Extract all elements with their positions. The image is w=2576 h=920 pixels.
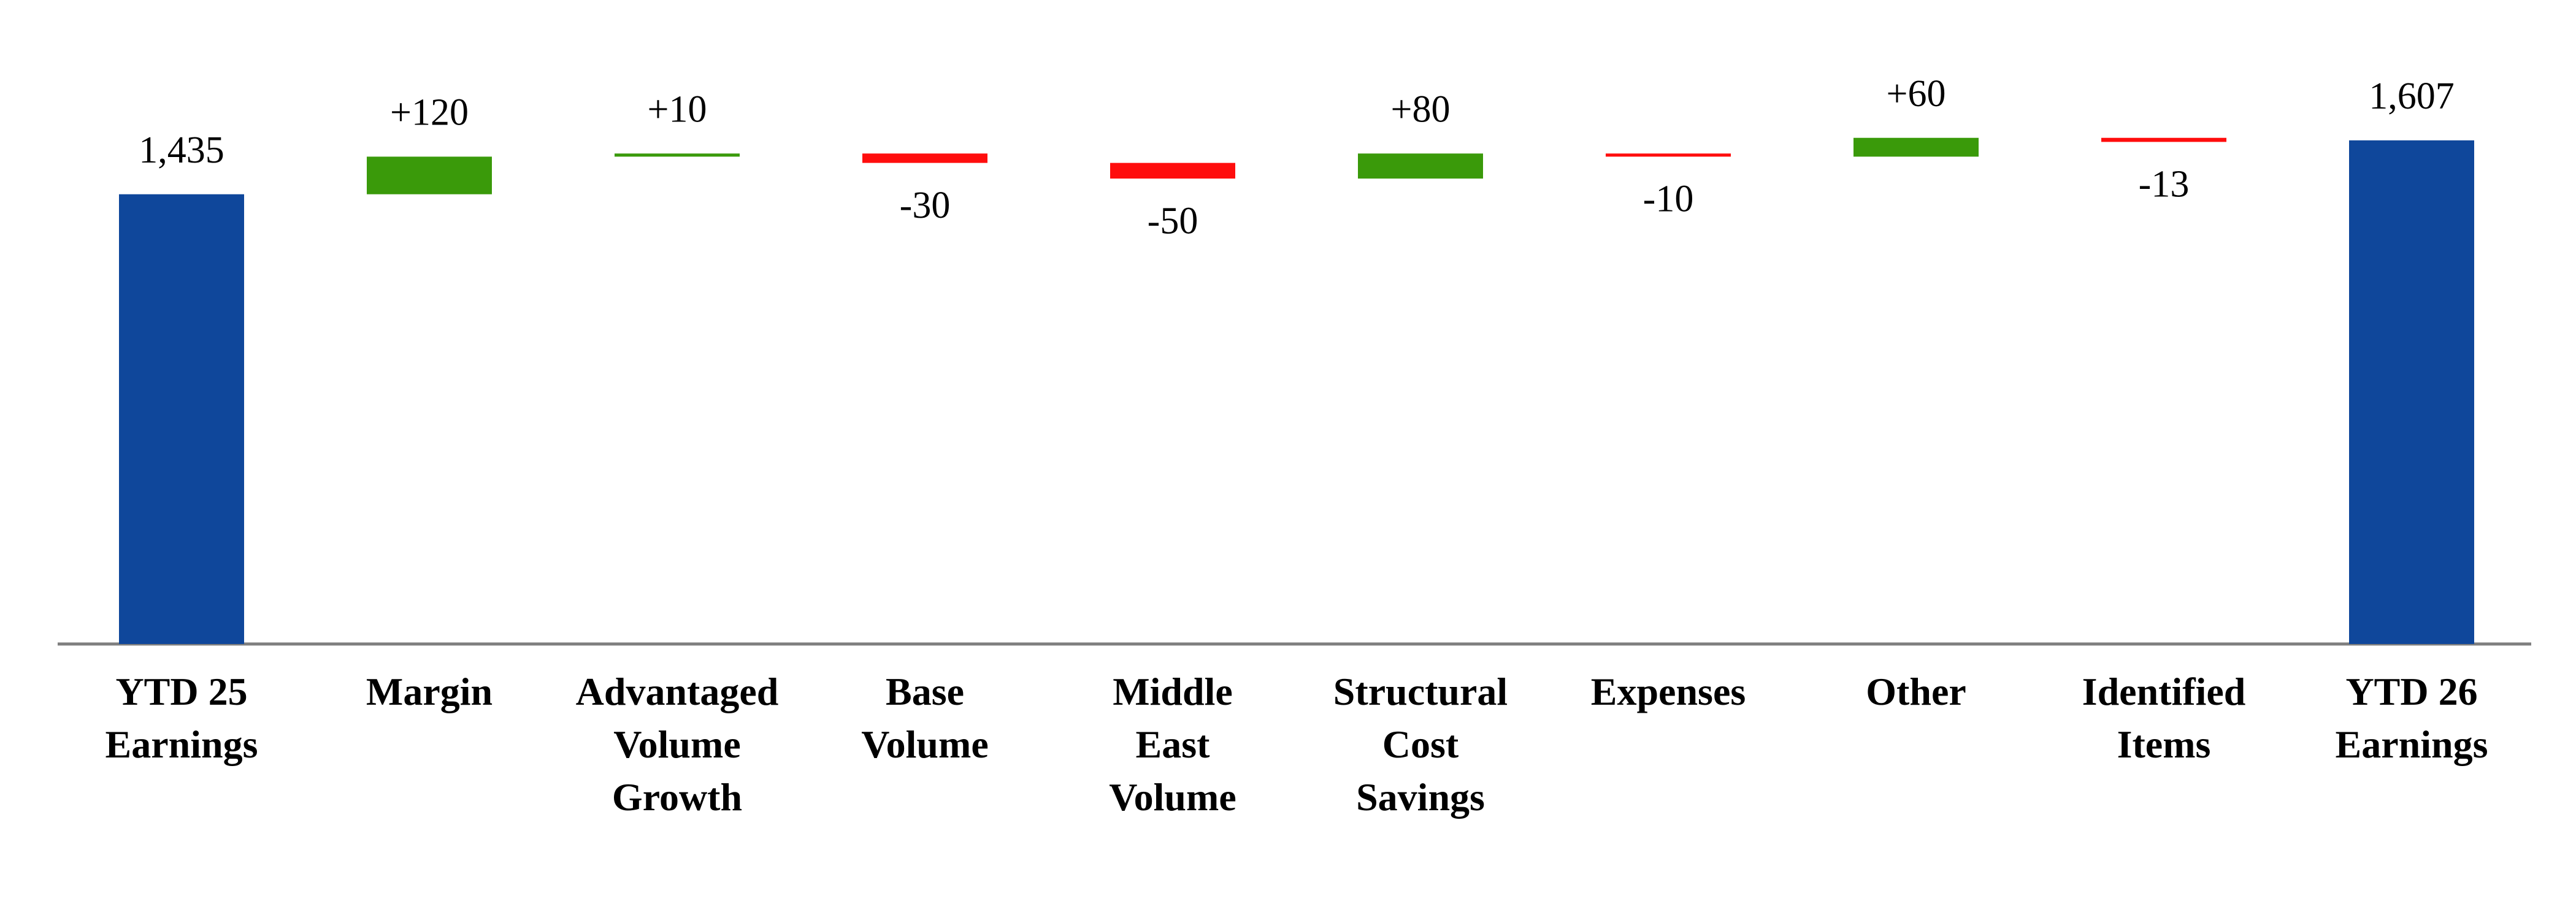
x-tick-label: Other [1866, 670, 1966, 713]
bar [1606, 153, 1731, 157]
value-label: 1,435 [139, 129, 224, 171]
value-label: -13 [2139, 164, 2190, 205]
value-label: -30 [900, 185, 951, 226]
value-label: +120 [390, 92, 469, 134]
x-tick-label: YTD 25 Earnings [105, 670, 258, 766]
value-label: 1,607 [2369, 75, 2455, 117]
bar [2101, 137, 2226, 142]
value-label: +80 [1391, 89, 1451, 131]
value-label: +60 [1887, 73, 1946, 115]
x-tick-label: Base Volume [861, 670, 989, 766]
x-tick-label: Expenses [1590, 670, 1746, 713]
bar [1110, 163, 1235, 179]
bar [1358, 153, 1483, 179]
x-tick-label: Identified Items [2082, 670, 2246, 766]
value-label: -10 [1643, 178, 1694, 220]
x-tick-label: Structural Cost Savings [1333, 670, 1508, 819]
bar [1853, 137, 1979, 157]
x-tick-label: Middle East Volume [1109, 670, 1236, 819]
bar [119, 194, 244, 645]
value-label: +10 [648, 89, 707, 131]
value-label: -50 [1148, 200, 1198, 242]
x-tick-label: Margin [366, 670, 493, 713]
x-tick-label: YTD 26 Earnings [2335, 670, 2488, 766]
bar [862, 153, 987, 163]
bar [2349, 140, 2474, 644]
x-tick-label: Advantaged Volume Growth [575, 670, 779, 819]
bar [615, 153, 740, 157]
bar [367, 156, 492, 194]
